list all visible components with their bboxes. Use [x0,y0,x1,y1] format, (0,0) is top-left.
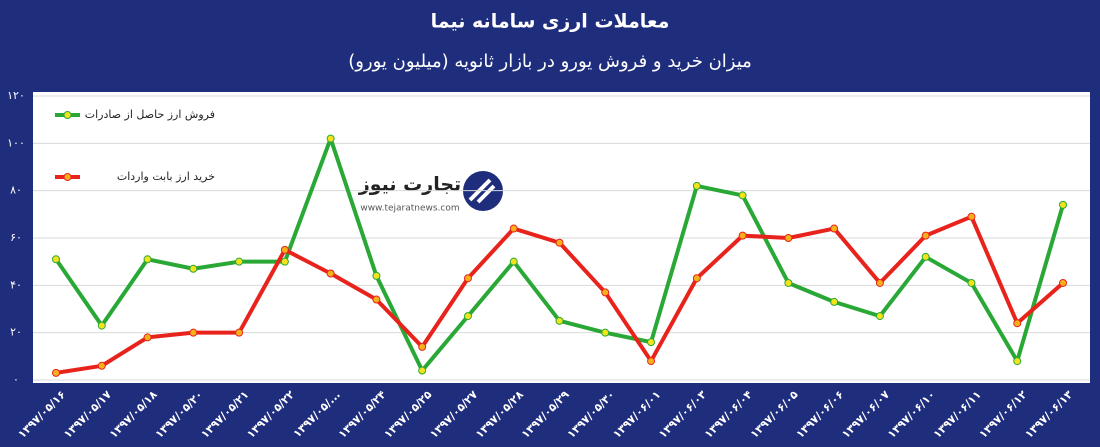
legend-label: خرید ارز بابت واردات [117,170,215,183]
data-point [555,316,564,325]
data-point [875,278,884,287]
data-point [784,278,793,287]
y-tick-label: ۸۰ [10,184,22,197]
data-point [463,274,472,283]
data-point [692,181,701,190]
data-point [280,257,289,266]
data-point [326,134,335,143]
data-point [235,328,244,337]
chart-subtitle: میزان خرید و فروش یورو در بازار ثانویه (… [348,51,752,72]
legend-marker [63,111,72,119]
data-point [738,231,747,240]
data-point [647,338,656,347]
y-tick-label: ۶۰ [10,231,22,244]
data-point [97,361,106,370]
data-point [692,274,701,283]
logo-url: www.tejaratnews.com [360,204,459,214]
data-point [1059,278,1067,287]
data-point [52,255,60,264]
data-point [967,212,976,221]
data-point [418,366,427,375]
data-point [967,278,976,287]
data-point [921,231,930,240]
y-tick-label: ۲۰ [10,326,22,339]
data-point [189,328,198,337]
y-tick-label: ۱۰۰ [7,136,25,149]
data-point [1059,200,1067,209]
data-point [1013,357,1022,366]
data-point [463,312,472,321]
data-point [97,321,106,330]
legend-label: فروش ارز حاصل از صادرات [85,108,215,121]
y-tick-label: ۱۲۰ [7,89,25,102]
data-point [647,357,656,366]
data-point [326,269,335,278]
data-point [143,255,152,264]
data-point [738,191,747,200]
data-point [875,312,884,321]
data-point [418,342,427,351]
data-point [372,295,381,304]
data-point [52,368,60,377]
data-point [372,271,381,280]
legend-marker [63,173,72,181]
logo-name: تجارت نیوز [358,174,461,196]
logo-icon-mark [468,178,496,204]
data-point [509,257,518,266]
data-point [555,238,564,247]
data-point [280,245,289,254]
data-point [235,257,244,266]
data-point [509,224,518,233]
data-point [601,328,610,337]
data-point [784,234,793,242]
y-tick-label: ۴۰ [10,278,22,291]
data-point [830,224,839,233]
y-tick-label: ۰ [13,373,19,386]
data-point [601,288,610,297]
data-point [1013,319,1022,328]
data-point [143,333,152,342]
data-point [830,297,839,306]
chart-title: معاملات ارزی سامانه نیما [431,11,670,33]
data-point [189,264,198,273]
data-point [921,252,930,261]
